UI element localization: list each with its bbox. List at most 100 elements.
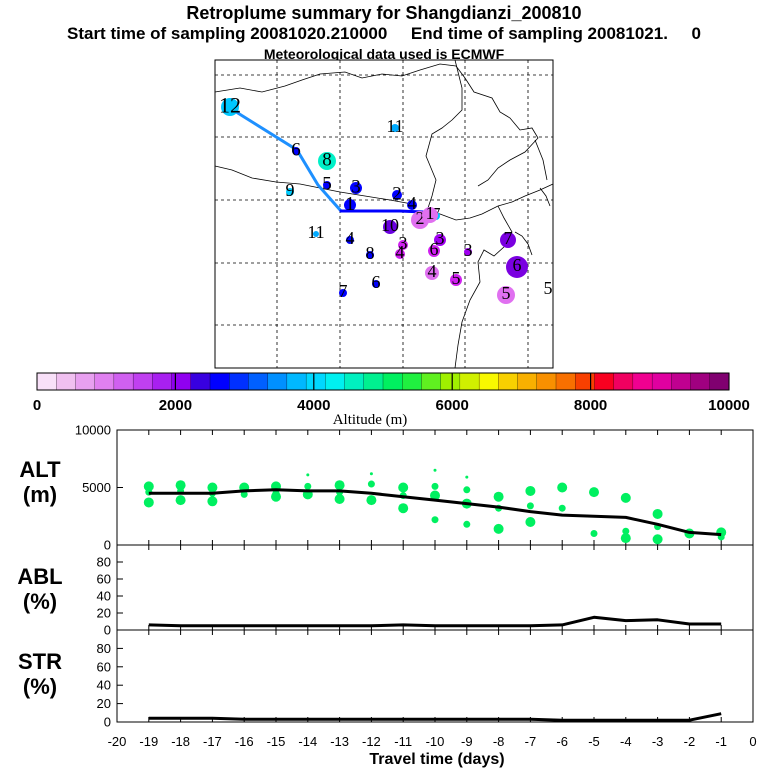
marker-dot [392,190,402,200]
marker-label: 4 [408,193,417,213]
alt-scatter-point [525,485,536,496]
chart-title: Retroplume summary for Shangdianzi_20081… [186,3,582,23]
marker-label: 4 [428,261,437,281]
x-tick-label: -14 [298,734,317,749]
abl-y-tick-label: 80 [97,555,111,570]
marker-dot [372,280,380,288]
marker-label: 2 [416,208,425,228]
marker-label: 4 [396,242,405,262]
colorbar-cell [267,372,288,391]
colorbar-cell [56,372,76,391]
map-marker: 3 [464,240,473,260]
marker-label: 5 [322,174,332,195]
marker-label: 4 [346,228,355,248]
map-marker: 1 [422,203,438,223]
chart-subtitle: Start time of sampling 20081020.210000 E… [66,24,701,43]
marker-dot [366,251,374,259]
map-marker: 5 [322,174,332,195]
colorbar-cell [190,372,211,391]
marker-label: 11 [307,222,324,242]
marker-label: 11 [386,116,403,136]
map-marker: 11 [307,222,324,242]
alt-scatter-point [590,530,598,537]
alt-scatter-point [557,482,568,493]
marker-label: 5 [544,278,553,298]
alt-scatter-point [369,472,373,476]
colorbar-cell [459,372,480,391]
marker-dot [346,236,354,244]
marker-dot [323,181,331,189]
colorbar-cell [344,372,365,391]
x-tick-label: -9 [461,734,473,749]
abl-y-tick-label: 0 [104,623,111,638]
map-marker: 4 [425,261,439,281]
colorbar-cell [555,372,576,391]
str-panel-frame [116,629,754,723]
str-y-tick-label: 0 [104,715,111,730]
colorbar-cell [132,372,153,391]
marker-label: 8 [366,243,375,263]
alt-scatter-point [366,495,377,506]
alt-scatter-point [367,480,375,488]
str-y-tick-label: 40 [97,678,111,693]
marker-label: 1 [345,193,355,215]
colorbar-cell [498,372,519,391]
alt-scatter-point [431,482,439,490]
alt-scatter-point [652,534,663,545]
map-marker: 4 [395,242,405,262]
x-tick-label: -7 [525,734,537,749]
alt-scatter-point [493,491,504,502]
colorbar-cell [536,372,557,391]
colorbar-cell [75,372,96,391]
map-marker: 5 [497,283,515,304]
str-panel-unit: (%) [23,674,57,699]
colorbar-cell [421,372,442,391]
marker-dot [407,200,417,210]
abl-panel-label: ABL [17,564,62,589]
map-markers: 1234567891011121146783765432145635 [219,93,553,304]
map-frame [214,59,554,369]
marker-dot [221,98,239,116]
str-y-tick-label: 20 [97,696,111,711]
marker-label: 5 [452,268,461,288]
colorbar-tick-label: 10000 [708,397,750,414]
marker-label: 3 [436,228,445,248]
alt-scatter-point [558,504,566,512]
colorbar-cell [94,372,115,391]
map-marker: 9 [286,180,295,200]
map-gridlines [215,60,553,368]
colorbar-cell [113,372,134,391]
alt-scatter-point [589,487,599,498]
alt-scatter-point [463,520,471,528]
colorbar-cell [382,372,403,391]
alt-scatter-point [175,480,186,491]
str-y-tick-label: 60 [97,659,111,674]
x-tick-label: -12 [362,734,381,749]
alt-y-tick-label: 10000 [75,423,111,438]
alt-scatter-point [433,468,437,472]
alt-scatter-point [304,482,312,490]
map-marker: 4 [346,228,355,248]
marker-label: 8 [322,150,332,171]
marker-label: 7 [504,228,513,248]
marker-dot [395,249,405,259]
str-panel-label: STR [18,649,62,674]
map-marker: 7 [500,228,516,248]
colorbar-cell [402,372,422,391]
map-marker: 3 [398,233,408,253]
colorbar-cell [305,372,326,391]
alt-scatter-point [175,495,186,506]
marker-label: 10 [381,215,399,235]
x-tick-label: -18 [171,734,190,749]
colorbar-cell [709,372,730,391]
alt-scatter-point [334,480,345,491]
x-tick-label: -1 [715,734,727,749]
x-tick-label: -8 [493,734,505,749]
marker-label: 6 [372,272,381,292]
colorbar-cell [171,372,192,391]
marker-dot [286,188,294,196]
alt-scatter-point [306,473,310,477]
alt-scatter-point [493,523,504,534]
x-tick-label: -10 [426,734,445,749]
